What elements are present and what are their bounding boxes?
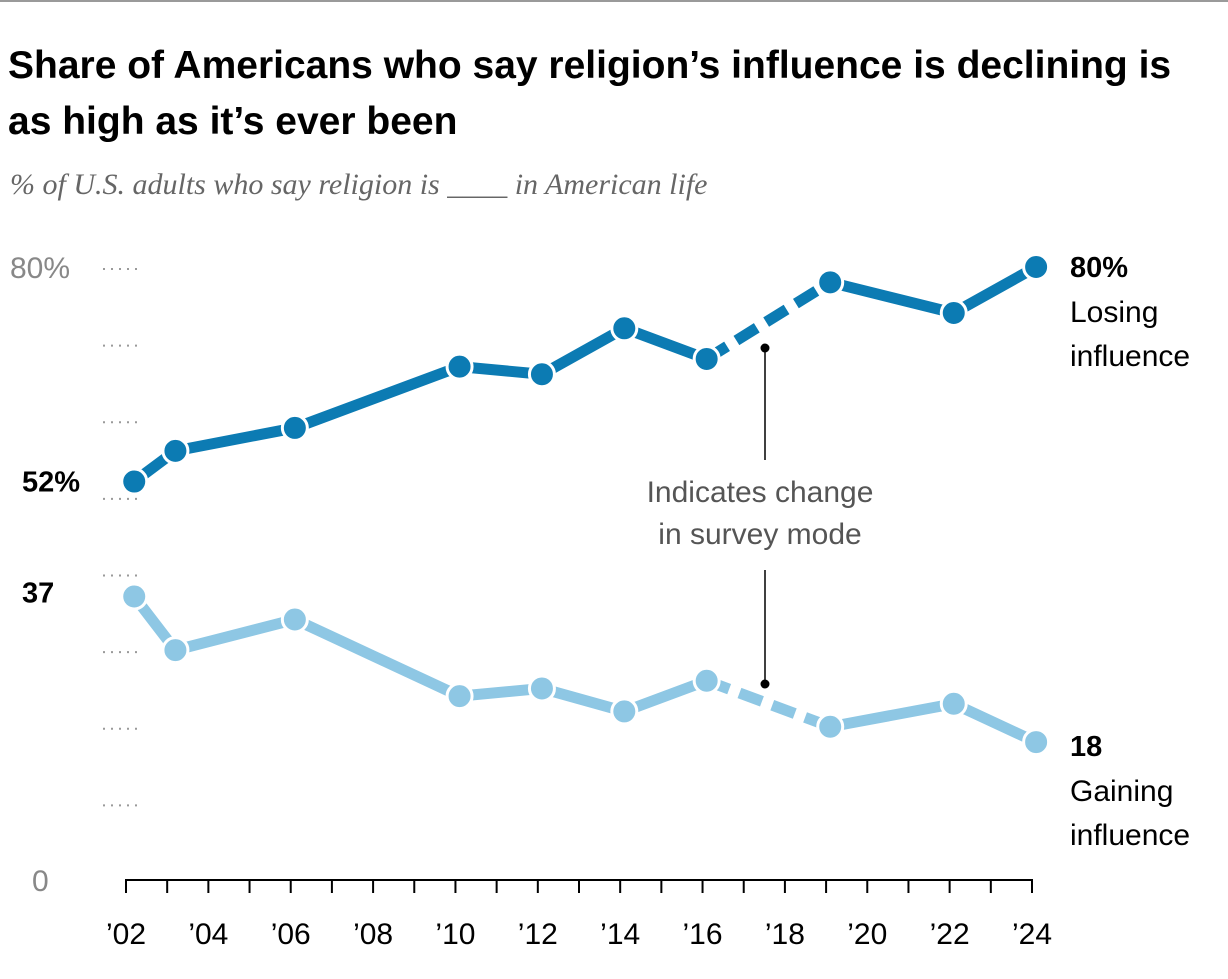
annotation-dot-bottom bbox=[760, 679, 770, 689]
series-segment bbox=[536, 322, 630, 380]
data-point bbox=[280, 605, 309, 634]
start-label-gaining: 37 bbox=[22, 577, 54, 609]
x-tick-label: ’16 bbox=[683, 918, 723, 951]
x-tick-label: ’14 bbox=[600, 918, 640, 951]
data-point bbox=[692, 666, 721, 695]
data-point bbox=[939, 298, 968, 327]
data-point bbox=[1022, 253, 1051, 281]
data-point bbox=[610, 697, 639, 726]
data-point bbox=[816, 712, 845, 741]
x-tick-label: ’02 bbox=[106, 918, 146, 951]
data-point bbox=[527, 360, 556, 389]
series-segment bbox=[289, 613, 466, 702]
series-losing-influence bbox=[120, 253, 1051, 496]
series-layer bbox=[120, 253, 1051, 757]
chart-title: Share of Americans who say religion’s in… bbox=[8, 44, 1172, 143]
annotation-dot-top bbox=[760, 343, 770, 353]
survey-mode-annotation: Indicates change in survey mode bbox=[647, 343, 874, 689]
x-tick-label: ’12 bbox=[518, 918, 558, 951]
data-point bbox=[445, 352, 474, 381]
x-tick-label: ’10 bbox=[435, 918, 475, 951]
annotation-text: Indicates change bbox=[647, 476, 874, 509]
data-point bbox=[692, 344, 721, 373]
data-point bbox=[120, 582, 149, 611]
end-label-losing: 80% bbox=[1070, 252, 1128, 284]
series-segment bbox=[169, 422, 301, 457]
x-tick-label: ’06 bbox=[271, 918, 311, 951]
gridlines bbox=[103, 268, 138, 807]
series-labels: 52% 37 80% Losing influence 18 Gaining influenc… bbox=[22, 252, 1190, 852]
annotation-text: in survey mode bbox=[658, 518, 861, 551]
x-tick-label: ’08 bbox=[353, 918, 393, 951]
data-point bbox=[939, 689, 968, 718]
series-name-gaining: Gaining bbox=[1070, 775, 1173, 808]
series-segment bbox=[824, 698, 960, 733]
x-tick-label: ’18 bbox=[765, 918, 805, 951]
data-point bbox=[120, 467, 149, 496]
data-point bbox=[1022, 728, 1051, 757]
series-name-gaining-2: influence bbox=[1070, 819, 1190, 852]
x-tick-label: ’04 bbox=[188, 918, 228, 951]
series-segment bbox=[948, 261, 1042, 319]
series-segment-dashed bbox=[703, 277, 834, 364]
series-segment bbox=[536, 682, 630, 717]
start-label-losing: 52% bbox=[22, 467, 80, 499]
x-tick-label: ’22 bbox=[930, 918, 970, 951]
data-point bbox=[527, 674, 556, 703]
data-point bbox=[445, 682, 474, 711]
end-label-gaining: 18 bbox=[1070, 731, 1102, 763]
data-point bbox=[280, 413, 309, 442]
series-segment-dashed bbox=[704, 675, 833, 732]
series-gaining-influence bbox=[120, 582, 1051, 757]
x-axis: ’02 ’04 ’06 ’08 ’10 ’12 ’14 ’16 ’18 ’20 ’22 ’24 bbox=[106, 879, 1052, 951]
data-point bbox=[816, 268, 845, 297]
y-tick-label: 80% bbox=[10, 252, 70, 285]
x-tick-label: ’20 bbox=[847, 918, 887, 951]
series-name-losing-2: influence bbox=[1070, 340, 1190, 373]
series-name-losing: Losing bbox=[1070, 296, 1158, 329]
series-segment bbox=[618, 322, 713, 365]
series-segment bbox=[618, 675, 713, 717]
series-segment bbox=[824, 276, 960, 319]
x-tick-label: ’24 bbox=[1012, 918, 1052, 951]
y-axis: 0 80% bbox=[10, 252, 70, 898]
chart-subtitle: % of U.S. adults who say religion is ___… bbox=[10, 168, 708, 201]
data-point bbox=[610, 314, 639, 343]
data-point bbox=[161, 636, 190, 665]
top-rule bbox=[0, 0, 1228, 2]
series-segment bbox=[289, 361, 466, 434]
y-tick-label: 0 bbox=[32, 865, 49, 898]
series-segment bbox=[948, 698, 1042, 748]
series-segment bbox=[169, 613, 301, 656]
data-point bbox=[161, 436, 190, 465]
